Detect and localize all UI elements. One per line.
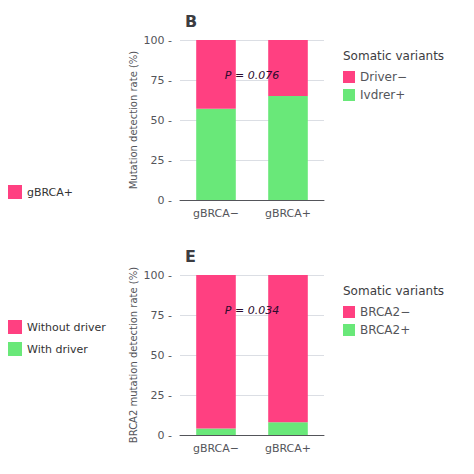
svg-text:Ivdrer+: Ivdrer+ [360,88,405,102]
svg-text:100 -: 100 - [144,269,172,282]
svg-text:gBRCA+: gBRCA+ [265,207,311,220]
svg-text:gBRCA−: gBRCA− [193,442,239,455]
svg-text:P = 0.076: P = 0.076 [225,69,279,82]
svg-text:gBRCA−: gBRCA− [193,207,239,220]
svg-text:75 -: 75 - [151,309,172,322]
svg-text:Somatic variants: Somatic variants [343,284,444,298]
svg-text:25 -: 25 - [151,154,172,167]
svg-text:100 -: 100 - [144,34,172,47]
svg-text:25 -: 25 - [151,389,172,402]
svg-text:B: B [185,12,197,31]
svg-text:Somatic variants: Somatic variants [343,49,444,63]
svg-text:50 -: 50 - [151,349,172,362]
svg-text:75 -: 75 - [151,74,172,87]
svg-text:50 -: 50 - [151,114,172,127]
svg-text:gBRCA+: gBRCA+ [27,186,73,199]
svg-text:BRCA2+: BRCA2+ [360,323,410,337]
svg-text:Without driver: Without driver [27,321,106,334]
svg-text:0 -: 0 - [158,194,172,207]
svg-text:BRCA2−: BRCA2− [360,305,410,319]
svg-text:P = 0.034: P = 0.034 [225,304,279,317]
svg-text:gBRCA+: gBRCA+ [265,442,311,455]
svg-text:BRCA2 mutation detection rate: BRCA2 mutation detection rate (%) [128,267,139,443]
svg-text:E: E [185,247,196,266]
svg-text:Mutation detection rate (%): Mutation detection rate (%) [128,51,139,190]
svg-text:Driver−: Driver− [360,70,407,84]
svg-text:0 -: 0 - [158,429,172,442]
svg-text:With driver: With driver [27,343,88,356]
